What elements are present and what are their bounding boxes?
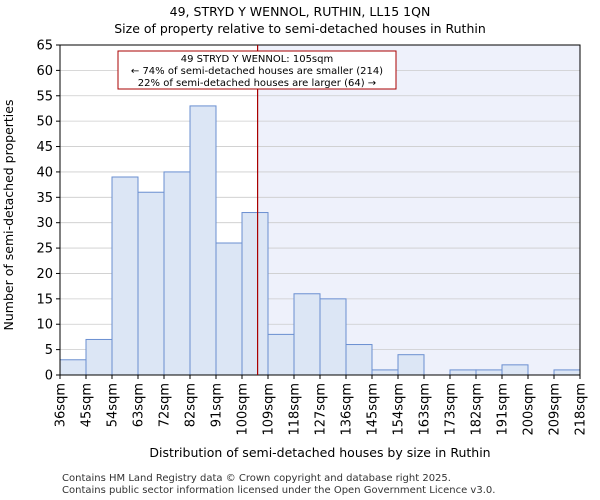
- x-tick-label: 191sqm: [496, 383, 511, 436]
- x-tick-label: 91sqm: [210, 383, 225, 427]
- y-tick-label: 55: [36, 89, 53, 104]
- y-tick-label: 50: [36, 115, 53, 130]
- x-tick-label: 218sqm: [574, 383, 589, 436]
- annotation-line-1: 49 STRYD Y WENNOL: 105sqm: [181, 54, 334, 65]
- y-tick-label: 5: [45, 343, 53, 358]
- x-tick-label: 82sqm: [184, 383, 199, 427]
- y-tick-label: 35: [36, 191, 53, 206]
- x-tick-label: 209sqm: [548, 383, 563, 436]
- histogram-bar: [215, 242, 243, 376]
- y-tick-label: 30: [36, 216, 53, 231]
- histogram-bar: [319, 298, 347, 376]
- x-tick-label: 118sqm: [288, 383, 303, 436]
- histogram-bar: [397, 354, 425, 376]
- y-tick-label: 20: [36, 267, 53, 282]
- x-tick-label: 45sqm: [80, 383, 95, 427]
- y-tick-label: 25: [36, 242, 53, 257]
- x-tick-label: 200sqm: [522, 383, 537, 436]
- y-tick-label: 60: [36, 64, 53, 79]
- y-tick-label: 10: [36, 318, 53, 333]
- histogram-bar: [449, 369, 477, 376]
- histogram-bar: [111, 176, 139, 376]
- x-tick-label: 72sqm: [158, 383, 173, 427]
- histogram-bar: [293, 293, 321, 376]
- y-tick-label: 65: [36, 39, 53, 54]
- footer-copyright: Contains HM Land Registry data © Crown c…: [62, 473, 451, 484]
- histogram-bar: [163, 171, 191, 376]
- x-tick-label: 163sqm: [418, 383, 433, 436]
- x-tick-label: 182sqm: [470, 383, 485, 436]
- x-tick-label: 100sqm: [236, 383, 251, 436]
- x-tick-label: 173sqm: [444, 383, 459, 436]
- x-tick-label: 136sqm: [340, 383, 355, 436]
- histogram-bar: [475, 369, 503, 376]
- histogram-bar: [267, 333, 295, 376]
- y-axis-label: Number of semi-detached properties: [1, 100, 16, 331]
- histogram-bar: [85, 338, 113, 376]
- y-tick-label: 40: [36, 165, 53, 180]
- annotation-line-2: ← 74% of semi-detached houses are smalle…: [131, 66, 383, 77]
- x-tick-label: 127sqm: [314, 383, 329, 436]
- histogram-bar: [241, 212, 269, 376]
- annotation-box: [117, 50, 397, 90]
- x-axis-label: Distribution of semi-detached houses by …: [149, 445, 490, 460]
- histogram-bar: [189, 105, 217, 376]
- chart-subtitle: Size of property relative to semi-detach…: [114, 21, 486, 36]
- x-tick-label: 63sqm: [132, 383, 147, 427]
- histogram-bar: [371, 369, 399, 376]
- footer-licence: Contains public sector information licen…: [62, 485, 496, 496]
- x-tick-label: 154sqm: [392, 383, 407, 436]
- histogram-bar: [137, 191, 165, 376]
- chart-title: 49, STRYD Y WENNOL, RUTHIN, LL15 1QN: [169, 4, 431, 19]
- y-tick-label: 45: [36, 140, 53, 155]
- y-tick-label: 0: [45, 369, 53, 384]
- x-tick-label: 54sqm: [106, 383, 121, 427]
- histogram-bar: [59, 359, 87, 376]
- y-tick-label: 15: [36, 292, 53, 307]
- histogram-bar: [501, 364, 529, 376]
- histogram-bar: [345, 344, 373, 376]
- x-tick-label: 36sqm: [54, 383, 69, 427]
- x-tick-label: 145sqm: [366, 383, 381, 436]
- annotation-line-3: 22% of semi-detached houses are larger (…: [138, 78, 376, 89]
- x-tick-label: 109sqm: [262, 383, 277, 436]
- histogram-bar: [553, 369, 581, 376]
